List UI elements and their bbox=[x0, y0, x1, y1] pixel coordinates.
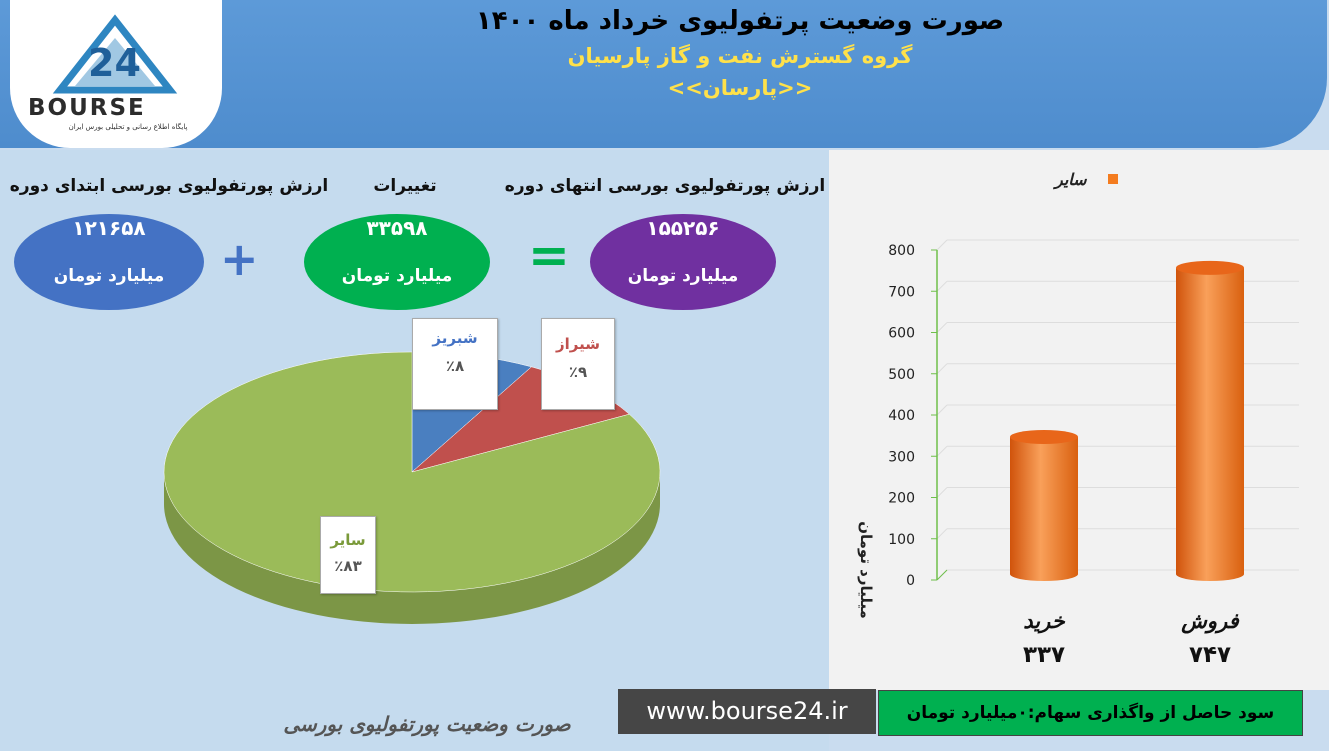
page-title: صورت وضعیت پرتفولیوی خرداد ماه ۱۴۰۰ bbox=[475, 6, 1005, 36]
x-category-label: خرید bbox=[1023, 609, 1065, 634]
footer-caption: صورت وضعیت پورتفولیوی بورسی bbox=[283, 712, 571, 736]
logo-brand: BOURSE bbox=[28, 95, 146, 121]
y-tick-label: 400 bbox=[888, 408, 915, 424]
start-value-label: ارزش پورتفولیوی بورسی ابتدای دوره bbox=[9, 176, 329, 196]
x-category-label: فروش bbox=[1180, 609, 1239, 634]
pie-label-shiraz: شیراز ٪۹ bbox=[541, 318, 615, 410]
grid-diagonal bbox=[936, 404, 948, 416]
pie-side-wall bbox=[164, 472, 660, 624]
bar bbox=[1010, 436, 1078, 581]
grid-diagonal bbox=[936, 445, 948, 457]
end-value-label: ارزش پورتفولیوی بورسی انتهای دوره bbox=[504, 176, 826, 196]
y-tick-label: 700 bbox=[888, 284, 915, 300]
y-tick-label: 300 bbox=[888, 449, 915, 465]
bar-chart: میلیارد تومان 0 100 200 300 400 500 600 700 800 خ… bbox=[857, 239, 1299, 668]
bar-value-label: ۷۴۷ bbox=[1189, 642, 1231, 668]
logo: 24 BOURSE پایگاه اطلاع رسانی و تحلیلی بو… bbox=[10, 0, 222, 148]
website-url[interactable]: www.bourse24.ir bbox=[618, 689, 876, 734]
pie-label-percent: ٪۸۳ bbox=[334, 557, 362, 575]
company-symbol: <<پارسان>> bbox=[667, 76, 813, 100]
legend-swatch bbox=[1108, 174, 1118, 184]
y-tick-label: 100 bbox=[888, 532, 915, 548]
pie-label-name: شبریز bbox=[432, 329, 478, 347]
grid-diagonal bbox=[936, 528, 948, 540]
svg-text:24: 24 bbox=[88, 41, 141, 85]
pie-label-shabriz: شبریز ٪۸ bbox=[412, 318, 498, 410]
grid-diagonal bbox=[936, 280, 948, 292]
y-axis-label: میلیارد تومان bbox=[857, 521, 875, 619]
legend-label: سایر bbox=[1055, 170, 1087, 189]
logo-mark-icon: 24 bbox=[52, 14, 178, 94]
grid-diagonal bbox=[936, 487, 948, 498]
pie-label-name: شیراز bbox=[556, 335, 600, 353]
pie-label-percent: ٪۹ bbox=[568, 363, 588, 381]
pie-label-name: سایر bbox=[330, 531, 366, 549]
start-value: ۱۲۱۶۵۸ bbox=[72, 216, 146, 240]
grid-diagonal bbox=[936, 322, 948, 333]
equals-icon: = bbox=[528, 226, 570, 284]
change-value: ۳۳۵۹۸ bbox=[366, 216, 428, 240]
start-value-oval: ۱۲۱۶۵۸ میلیارد تومان bbox=[14, 214, 204, 310]
end-value-unit: میلیارد تومان bbox=[627, 266, 739, 286]
change-value-unit: میلیارد تومان bbox=[341, 266, 453, 286]
grid-diagonal bbox=[936, 239, 948, 251]
end-value: ۱۵۵۲۵۶ bbox=[646, 216, 720, 240]
bar-value-label: ۳۳۷ bbox=[1023, 642, 1065, 668]
profit-box: سود حاصل از واگذاری سهام:۰میلیارد تومان bbox=[878, 690, 1303, 736]
change-label: تغییرات bbox=[373, 176, 437, 196]
company-name: گروه گسترش نفت و گاز پارسیان bbox=[567, 44, 913, 68]
pie-slice bbox=[163, 351, 661, 593]
y-tick-label: 0 bbox=[906, 573, 915, 589]
grid-diagonal bbox=[936, 363, 948, 375]
y-tick-label: 800 bbox=[888, 243, 915, 259]
bar-top bbox=[1010, 429, 1078, 444]
logo-tagline: پایگاه اطلاع رسانی و تحلیلی بورس ایران bbox=[68, 123, 188, 131]
pie-label-percent: ٪۸ bbox=[445, 357, 465, 375]
change-value-oval: ۳۳۵۹۸ میلیارد تومان bbox=[304, 214, 490, 310]
x-axis bbox=[936, 569, 948, 581]
y-tick-label: 500 bbox=[888, 367, 915, 383]
pie-label-other: سایر ٪۸۳ bbox=[320, 516, 376, 594]
plus-icon: + bbox=[220, 232, 259, 286]
end-value-oval: ۱۵۵۲۵۶ میلیارد تومان bbox=[590, 214, 776, 310]
bar-top bbox=[1176, 260, 1244, 275]
y-tick-label: 600 bbox=[888, 326, 915, 342]
bar bbox=[1176, 267, 1244, 581]
start-value-unit: میلیارد تومان bbox=[53, 266, 165, 286]
y-tick-label: 200 bbox=[888, 491, 915, 507]
